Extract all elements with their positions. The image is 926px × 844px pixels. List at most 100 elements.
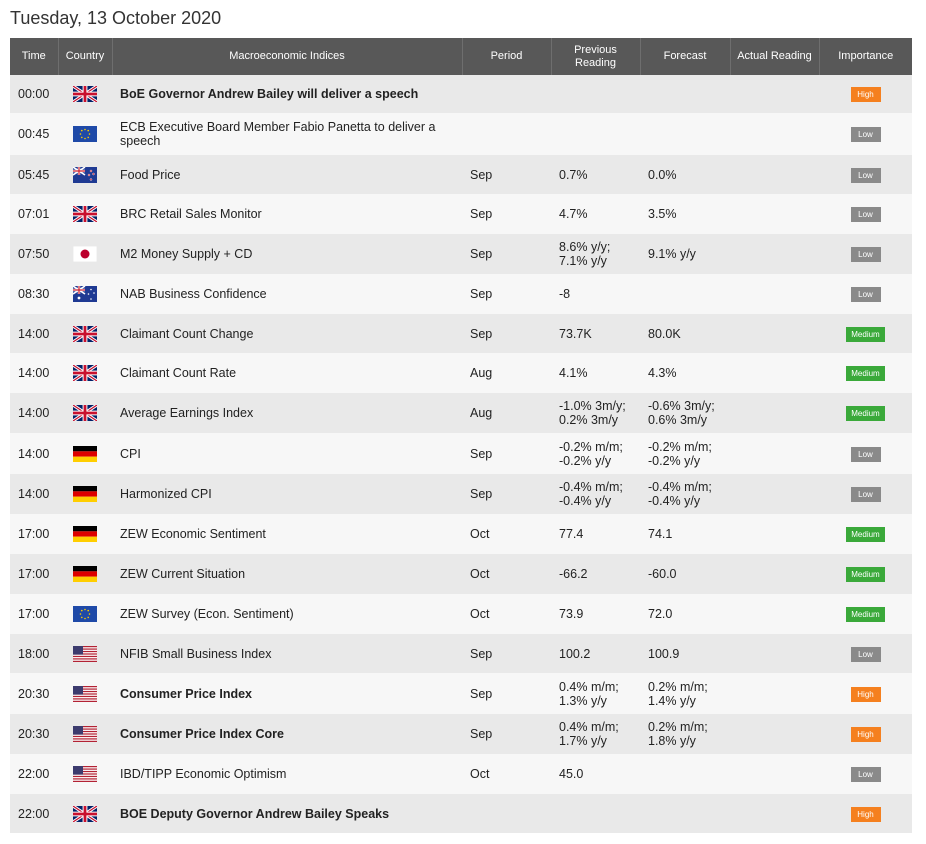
time-cell: 00:00 [10, 75, 58, 113]
col-header-actual[interactable]: Actual Reading [729, 38, 819, 75]
indicator-name[interactable]: NAB Business Confidence [112, 274, 462, 314]
actual-reading-cell [730, 634, 819, 673]
importance-badge: High [850, 806, 881, 822]
indicator-name[interactable]: Consumer Price Index [112, 673, 462, 714]
forecast-cell: 0.2% m/m; 1.8% y/y [640, 714, 730, 754]
indicator-name[interactable]: Food Price [112, 155, 462, 194]
uk-flag-icon [73, 805, 97, 822]
previous-reading-cell: 4.1% [551, 353, 640, 393]
country-cell [58, 155, 112, 194]
period-cell: Sep [462, 714, 551, 754]
page-date: Tuesday, 13 October 2020 [10, 8, 222, 28]
forecast-cell: 0.2% m/m; 1.4% y/y [640, 673, 730, 714]
country-cell [58, 194, 112, 234]
indicator-name[interactable]: Claimant Count Rate [112, 353, 462, 393]
nz-flag-icon [73, 166, 97, 183]
indicator-name[interactable]: Consumer Price Index Core [112, 714, 462, 754]
table-row: 17:00 ZEW Economic Sentiment Oct 77.4 74.1 Me… [10, 514, 912, 554]
time-cell: 17:00 [10, 554, 58, 594]
indicator-name[interactable]: ZEW Current Situation [112, 554, 462, 594]
table-row: 07:50 M2 Money Supply + CD Sep 8.6% y/y; 7.… [10, 234, 912, 274]
importance-cell: Medium [819, 314, 912, 353]
importance-cell: Medium [819, 594, 912, 634]
table-row: 00:45 ECB Executive Board Member Fabio Pa… [10, 113, 912, 155]
actual-reading-cell [730, 393, 819, 433]
importance-badge: Low [850, 646, 881, 662]
country-cell [58, 353, 112, 393]
period-cell: Oct [462, 754, 551, 794]
period-cell: Sep [462, 474, 551, 514]
indicator-name[interactable]: ZEW Economic Sentiment [112, 514, 462, 554]
table-row: 22:00 IBD/TIPP Economic Optimism Oct 45.0 Lo… [10, 754, 912, 794]
uk-flag-icon [73, 206, 97, 222]
table-row: 17:00 ZEW Survey (Econ. Sentiment) Oct 73.9… [10, 594, 912, 634]
forecast-cell: 80.0K [640, 314, 730, 353]
importance-cell: Medium [819, 514, 912, 554]
indicator-name[interactable]: BRC Retail Sales Monitor [112, 194, 462, 234]
actual-reading-cell [730, 234, 819, 274]
previous-reading-cell: 0.4% m/m; 1.3% y/y [551, 673, 640, 714]
col-header-previous[interactable]: Previous Reading [550, 38, 640, 75]
table-row: 05:45 Food Price Sep 0.7% 0.0% Low [10, 155, 912, 194]
importance-cell: Low [819, 274, 912, 314]
uk-flag-icon [73, 325, 97, 342]
importance-cell: Low [819, 113, 912, 155]
uk-flag-icon [73, 365, 97, 381]
col-header-forecast[interactable]: Forecast [639, 38, 730, 75]
country-cell [58, 234, 112, 274]
eu-flag-icon [73, 126, 97, 142]
country-cell [58, 554, 112, 594]
indicator-name[interactable]: Harmonized CPI [112, 474, 462, 514]
importance-cell: Low [819, 194, 912, 234]
time-cell: 18:00 [10, 634, 58, 673]
importance-badge: Low [850, 127, 881, 142]
importance-badge: High [850, 87, 881, 102]
time-cell: 14:00 [10, 393, 58, 433]
indicator-name[interactable]: NFIB Small Business Index [112, 634, 462, 673]
period-cell: Sep [462, 234, 551, 274]
indicator-name[interactable]: IBD/TIPP Economic Optimism [112, 754, 462, 794]
previous-reading-cell [551, 794, 640, 833]
table-row: 20:30 Consumer Price Index Core Sep 0.4% m/… [10, 714, 912, 754]
forecast-cell: -0.6% 3m/y; 0.6% 3m/y [640, 393, 730, 433]
indicator-name[interactable]: M2 Money Supply + CD [112, 234, 462, 274]
previous-reading-cell: 0.7% [551, 155, 640, 194]
previous-reading-cell: 45.0 [551, 754, 640, 794]
indicator-name[interactable]: CPI [112, 433, 462, 474]
previous-reading-cell: -0.4% m/m; -0.4% y/y [551, 474, 640, 514]
previous-reading-cell: -1.0% 3m/y; 0.2% 3m/y [551, 393, 640, 433]
indicator-name[interactable]: Claimant Count Change [112, 314, 462, 353]
col-header-importance[interactable]: Importance [818, 38, 912, 75]
table-row: 07:01 BRC Retail Sales Monitor Sep 4.7% 3.5%… [10, 194, 912, 234]
indicator-name[interactable]: BoE Governor Andrew Bailey will deliver … [112, 75, 462, 113]
indicator-name[interactable]: BOE Deputy Governor Andrew Bailey Speaks [112, 794, 462, 833]
forecast-cell: 0.0% [640, 155, 730, 194]
table-row: 00:00 BoE Governor Andrew Bailey will del… [10, 75, 912, 113]
indicator-name[interactable]: ZEW Survey (Econ. Sentiment) [112, 594, 462, 634]
importance-badge: Low [850, 287, 881, 302]
importance-cell: Low [819, 634, 912, 673]
col-header-time[interactable]: Time [10, 38, 58, 75]
forecast-cell: -60.0 [640, 554, 730, 594]
previous-reading-cell: 4.7% [551, 194, 640, 234]
country-cell [58, 594, 112, 634]
period-cell: Sep [462, 194, 551, 234]
importance-cell: Low [819, 754, 912, 794]
previous-reading-cell: 73.7K [551, 314, 640, 353]
col-header-country[interactable]: Country [57, 38, 112, 75]
period-cell: Sep [462, 314, 551, 353]
actual-reading-cell [730, 75, 819, 113]
period-cell: Sep [462, 274, 551, 314]
time-cell: 17:00 [10, 594, 58, 634]
indicator-name[interactable]: Average Earnings Index [112, 393, 462, 433]
importance-badge: Low [850, 247, 881, 262]
indicator-name[interactable]: ECB Executive Board Member Fabio Panetta… [112, 113, 462, 155]
table-row: 08:30 NAB Business Confidence Sep -8 Low [10, 274, 912, 314]
importance-badge: High [850, 686, 881, 702]
actual-reading-cell [730, 274, 819, 314]
col-header-indices[interactable]: Macroeconomic Indices [111, 38, 462, 75]
forecast-cell: 4.3% [640, 353, 730, 393]
col-header-period[interactable]: Period [461, 38, 551, 75]
period-cell: Aug [462, 393, 551, 433]
importance-badge: Low [850, 446, 881, 462]
